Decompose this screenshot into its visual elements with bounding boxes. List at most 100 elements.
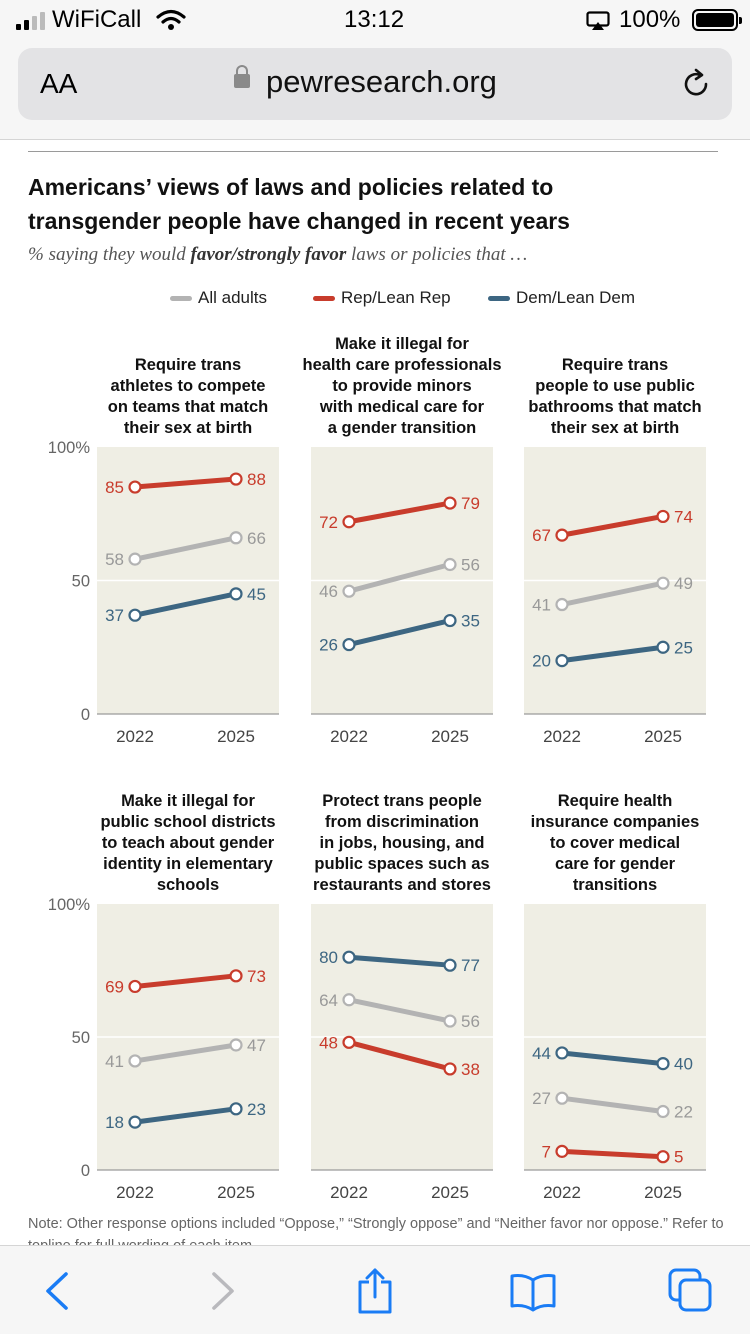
- data-point-dem: [342, 637, 356, 652]
- legend-swatch: [170, 295, 192, 301]
- data-point-all: [342, 993, 356, 1007]
- forward-icon[interactable]: [196, 1266, 246, 1316]
- series-line-rep: [346, 1039, 453, 1072]
- series-line-all: [132, 1042, 239, 1064]
- series-line-dem: [346, 618, 453, 648]
- x-tick-label: 2022: [116, 727, 154, 746]
- y-tick-label: 50: [72, 1029, 90, 1047]
- panel-title-line: health care professionals: [303, 356, 502, 374]
- data-point-dem: [342, 950, 356, 964]
- data-label-dem: 20: [532, 652, 551, 671]
- data-label-dem: 26: [319, 636, 338, 655]
- data-point-dem: [555, 654, 569, 668]
- y-tick-label: 100%: [48, 896, 91, 914]
- data-label-rep: 69: [105, 977, 124, 996]
- data-point-all: [128, 552, 142, 566]
- data-point-rep: [443, 1062, 457, 1076]
- panel-title-line: Require trans: [135, 356, 241, 374]
- y-tick-label: 0: [81, 1162, 90, 1180]
- chart-note: Note: Other response options included “O…: [28, 1216, 724, 1245]
- clock: 13:12: [344, 6, 405, 33]
- series-line-all: [559, 1095, 666, 1114]
- data-label-rep: 85: [105, 478, 124, 497]
- data-point-rep: [342, 515, 356, 529]
- data-label-rep: 7: [542, 1142, 551, 1161]
- x-tick-label: 2022: [543, 727, 581, 746]
- data-label-dem: 37: [105, 606, 124, 625]
- data-label-all: 56: [461, 1012, 480, 1031]
- panel-title-line: on teams that match: [108, 398, 268, 416]
- panel-title-line: transitions: [573, 876, 657, 894]
- address-bar[interactable]: AA pewresearch.org: [18, 48, 732, 120]
- share-icon[interactable]: [350, 1266, 400, 1316]
- data-point-rep: [656, 1150, 670, 1164]
- small-multiples-chart: Require trans athletes to compete on teams…: [48, 335, 706, 1202]
- data-label-dem: 45: [247, 585, 266, 604]
- legend-label: All adults: [198, 288, 267, 307]
- url-text[interactable]: pewresearch.org: [266, 64, 497, 99]
- x-tick-label: 2025: [644, 1183, 682, 1202]
- series-line-dem: [132, 1106, 239, 1125]
- data-label-all: 49: [674, 574, 693, 593]
- carrier-label: WiFiCall: [52, 6, 142, 33]
- reload-icon[interactable]: [678, 66, 714, 102]
- data-label-rep: 5: [674, 1148, 683, 1167]
- data-point-dem: [229, 587, 243, 601]
- series-line-dem: [559, 1050, 666, 1067]
- browser-top-bar: AA pewresearch.org: [0, 40, 750, 140]
- legend-item-rep: Rep/Lean Rep: [313, 288, 451, 308]
- data-point-all: [128, 1054, 142, 1068]
- data-label-all: 47: [247, 1036, 266, 1055]
- data-point-dem: [443, 958, 457, 972]
- chart-subtitle: % saying they would favor/strongly favor…: [28, 244, 728, 266]
- panel-title-line: in jobs, housing, and: [320, 834, 485, 852]
- subtitle-text: % saying they would: [28, 244, 191, 265]
- battery-percent: 100%: [619, 6, 681, 33]
- bookmarks-icon[interactable]: [508, 1266, 558, 1316]
- data-point-all: [443, 557, 457, 572]
- series-line-rep: [559, 513, 666, 538]
- tabs-icon[interactable]: [666, 1266, 716, 1316]
- panel-title-line: to teach about gender: [102, 834, 275, 852]
- data-point-rep: [555, 528, 569, 542]
- panel-title-line: from discrimination: [325, 813, 479, 831]
- series-line-rep: [132, 476, 239, 490]
- panel-title-line: restaurants and stores: [313, 876, 491, 894]
- data-label-rep: 38: [461, 1060, 480, 1079]
- legend-swatch: [488, 295, 510, 301]
- data-label-all: 56: [461, 555, 480, 574]
- data-point-rep: [443, 496, 457, 510]
- y-tick-label: 100%: [48, 439, 91, 457]
- series-line-dem: [346, 954, 453, 968]
- data-point-dem: [128, 1115, 142, 1129]
- back-icon[interactable]: [34, 1266, 84, 1316]
- panel-title-line: insurance companies: [531, 813, 700, 831]
- data-point-rep: [555, 1144, 569, 1158]
- data-label-all: 46: [319, 582, 338, 601]
- panel-title-line: schools: [157, 876, 219, 894]
- data-label-dem: 40: [674, 1055, 693, 1074]
- series-line-all: [346, 997, 453, 1024]
- y-tick-label: 0: [81, 706, 90, 724]
- legend: All adults Rep/Lean Rep Dem/Lean Dem: [0, 288, 750, 312]
- x-tick-label: 2025: [644, 727, 682, 746]
- data-label-rep: 67: [532, 526, 551, 545]
- subtitle-text: laws or policies that …: [346, 244, 528, 265]
- chart-title-line: Americans’ views of laws and policies re…: [28, 174, 554, 200]
- panel-title-line: public school districts: [100, 813, 275, 831]
- data-point-dem: [229, 1102, 243, 1116]
- data-label-all: 41: [105, 1052, 124, 1071]
- legend-item-dem: Dem/Lean Dem: [488, 288, 635, 308]
- data-label-all: 64: [319, 991, 338, 1010]
- data-point-all: [656, 576, 670, 590]
- data-label-rep: 79: [461, 494, 480, 513]
- legend-label: Rep/Lean Rep: [341, 288, 451, 307]
- panel-title-line: Require trans: [562, 356, 668, 374]
- chart-title-line: transgender people have changed in recen…: [28, 208, 570, 234]
- series-line-rep: [559, 1148, 666, 1160]
- panel-title-line: athletes to compete: [111, 377, 266, 395]
- data-point-rep: [128, 979, 142, 994]
- lock-icon: [234, 65, 250, 88]
- x-tick-label: 2022: [330, 1183, 368, 1202]
- text-size-button[interactable]: AA: [40, 68, 78, 99]
